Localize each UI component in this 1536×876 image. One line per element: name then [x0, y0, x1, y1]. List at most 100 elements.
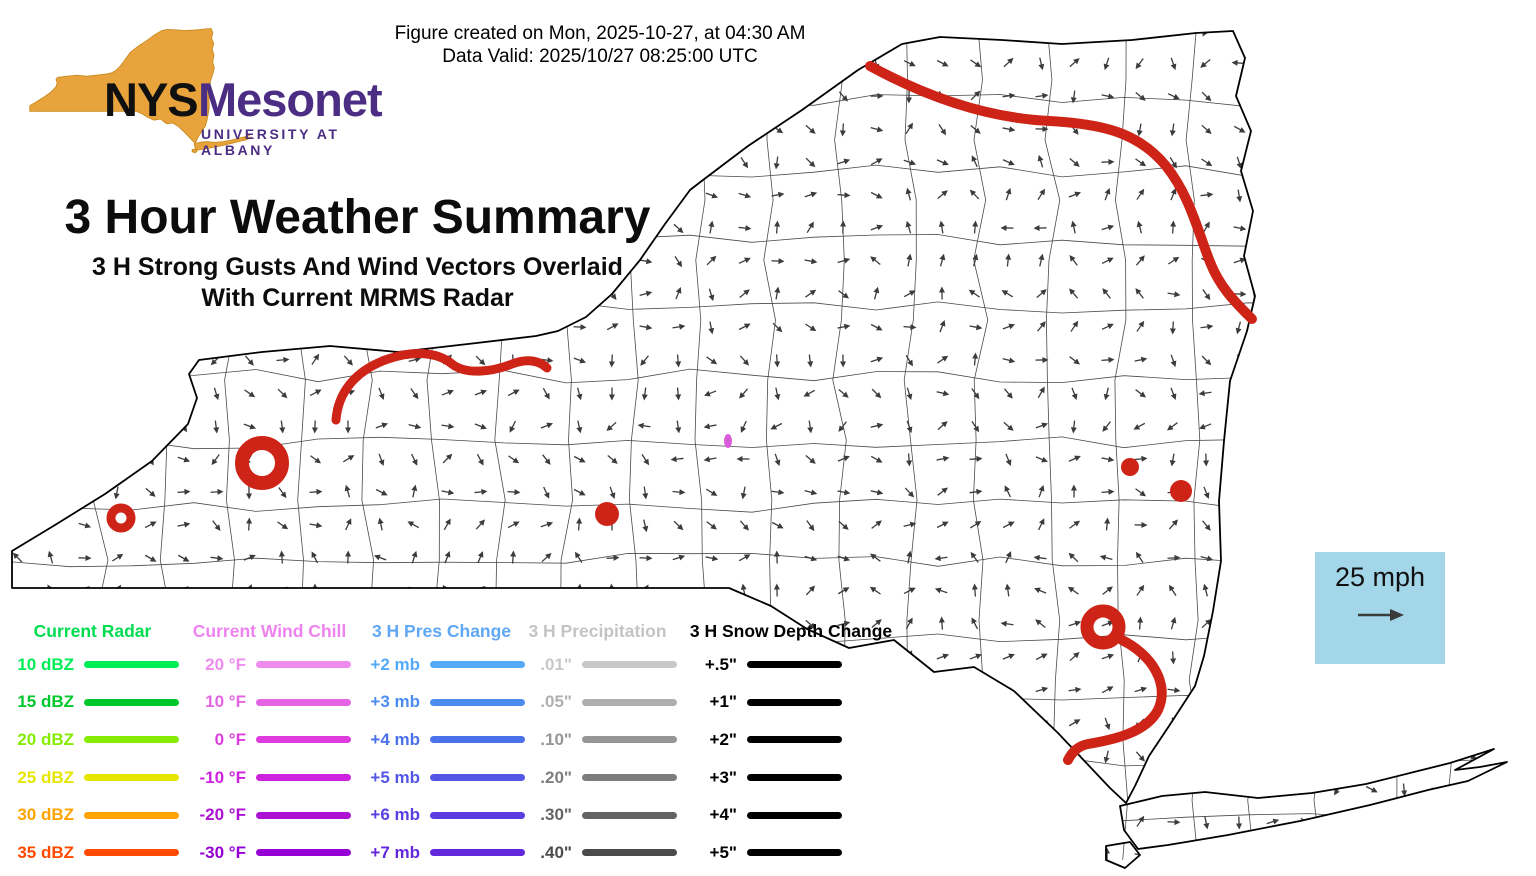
legend-item-label: 10 °F [205, 692, 246, 712]
logo-ny-state-shape-icon [29, 28, 252, 154]
legend-item: 10 dBZ [6, 646, 179, 684]
legend-item: .30" [518, 796, 677, 834]
legend-item-label: +5" [709, 842, 737, 862]
legend-column-title: Current Wind Chill [192, 621, 347, 641]
legend-item-line [582, 698, 677, 706]
data-valid-text: Data Valid: 2025/10/27 08:25:00 UTC [442, 46, 758, 67]
legend-item: -20 °F [188, 796, 351, 834]
title-block: 3 Hour Weather Summary 3 H Strong Gusts … [40, 190, 675, 314]
legend-item: 35 dBZ [6, 834, 179, 872]
legend-item-line [430, 811, 525, 819]
legend-item: .10" [518, 721, 677, 759]
legend-item: -10 °F [188, 759, 351, 797]
legend-item: 20 °F [188, 646, 351, 684]
legend-item: 25 dBZ [6, 759, 179, 797]
legend-item-line [256, 849, 351, 857]
legend-item: +5" [686, 834, 896, 872]
state-outline-staten-island [1105, 841, 1141, 869]
legend-item-label: +.5" [704, 654, 737, 674]
legend-item-label: 35 dBZ [17, 842, 74, 862]
wind-scale-box: 25 mph [1315, 552, 1445, 664]
legend-item-line [747, 736, 842, 744]
legend-column-1: Current Radar 10 dBZ 15 dBZ 20 dBZ 25 dBZ 30 … [6, 616, 179, 872]
legend-item-label: +1" [709, 692, 737, 712]
legend-item-line [747, 849, 842, 857]
legend-item-label: -20 °F [199, 805, 246, 825]
figure-created-text: Figure created on Mon, 2025-10-27, at 04… [394, 23, 806, 44]
legend: Current Radar 10 dBZ 15 dBZ 20 dBZ 25 dBZ 30 … [0, 616, 1090, 876]
legend-item: +1" [686, 684, 896, 722]
legend-column-5: 3 H Snow Depth Change +.5" +1" +2" +3" +4" +5" [686, 616, 896, 872]
figure-subtitle-line1: 3 H Strong Gusts And Wind Vectors Overla… [92, 253, 623, 281]
figure-header: Figure created on Mon, 2025-10-27, at 04… [350, 22, 850, 68]
magenta-contour-mark [724, 434, 732, 448]
legend-item-line [747, 774, 842, 782]
legend-item-label: +5 mb [370, 767, 420, 787]
wetbulb-contours [106, 61, 1257, 765]
legend-column-4: 3 H Precipitation .01" .05" .10" .20" .30" .40… [518, 616, 677, 872]
legend-item-line [430, 774, 525, 782]
legend-item-line [582, 661, 677, 669]
state-outline-long-island [1119, 748, 1508, 850]
legend-item-line [84, 811, 179, 819]
legend-item-line [84, 661, 179, 669]
legend-item-label: 0 °F [214, 729, 246, 749]
legend-item-label: 30 dBZ [17, 805, 74, 825]
legend-item-label: +7 mb [370, 842, 420, 862]
legend-item-line [582, 811, 677, 819]
legend-item-label: .01" [540, 654, 572, 674]
legend-column-title: 3 H Precipitation [528, 621, 667, 641]
legend-item: +4" [686, 796, 896, 834]
legend-item-line [582, 736, 677, 744]
legend-item-line [84, 736, 179, 744]
legend-item: .20" [518, 759, 677, 797]
legend-item-label: .30" [540, 805, 572, 825]
legend-item: +2 mb [358, 646, 525, 684]
legend-item-line [582, 849, 677, 857]
legend-item: -30 °F [188, 834, 351, 872]
wind-scale-arrow-icon [1358, 609, 1404, 621]
legend-item-label: 20 °F [205, 654, 246, 674]
legend-item-line [747, 661, 842, 669]
legend-item-line [430, 849, 525, 857]
legend-item: +6 mb [358, 796, 525, 834]
legend-item-line [430, 698, 525, 706]
legend-item-label: +2 mb [370, 654, 420, 674]
legend-item-line [84, 774, 179, 782]
legend-item-label: +4 mb [370, 729, 420, 749]
legend-item-line [256, 698, 351, 706]
legend-item-label: -10 °F [199, 767, 246, 787]
legend-item: 30 dBZ [6, 796, 179, 834]
legend-item-label: +3" [709, 767, 737, 787]
legend-item: +2" [686, 721, 896, 759]
state-outline-mainland [11, 30, 1256, 804]
legend-item: .05" [518, 684, 677, 722]
legend-item: +7 mb [358, 834, 525, 872]
legend-item-line [84, 698, 179, 706]
legend-item-line [582, 774, 677, 782]
legend-item: .40" [518, 834, 677, 872]
legend-item-label: .20" [540, 767, 572, 787]
legend-item: +4 mb [358, 721, 525, 759]
logo-affiliation: UNIVERSITY AT ALBANY [201, 126, 340, 158]
legend-item-line [430, 661, 525, 669]
legend-item-line [256, 774, 351, 782]
legend-item-label: 20 dBZ [17, 729, 74, 749]
legend-item: +5 mb [358, 759, 525, 797]
legend-item-line [84, 849, 179, 857]
legend-item: .01" [518, 646, 677, 684]
legend-item-label: 10 dBZ [17, 654, 74, 674]
legend-item: 20 dBZ [6, 721, 179, 759]
legend-item-label: .10" [540, 729, 572, 749]
logo-name: Mesonet [198, 73, 383, 126]
legend-item-label: +6 mb [370, 805, 420, 825]
legend-item-line [256, 661, 351, 669]
legend-item-label: 25 dBZ [17, 767, 74, 787]
legend-item-label: .05" [540, 692, 572, 712]
wind-scale-label: 25 mph [1334, 562, 1426, 592]
legend-item: 0 °F [188, 721, 351, 759]
legend-item-label: +3 mb [370, 692, 420, 712]
legend-item: +.5" [686, 646, 896, 684]
logo-acronym: NYS [104, 73, 199, 126]
